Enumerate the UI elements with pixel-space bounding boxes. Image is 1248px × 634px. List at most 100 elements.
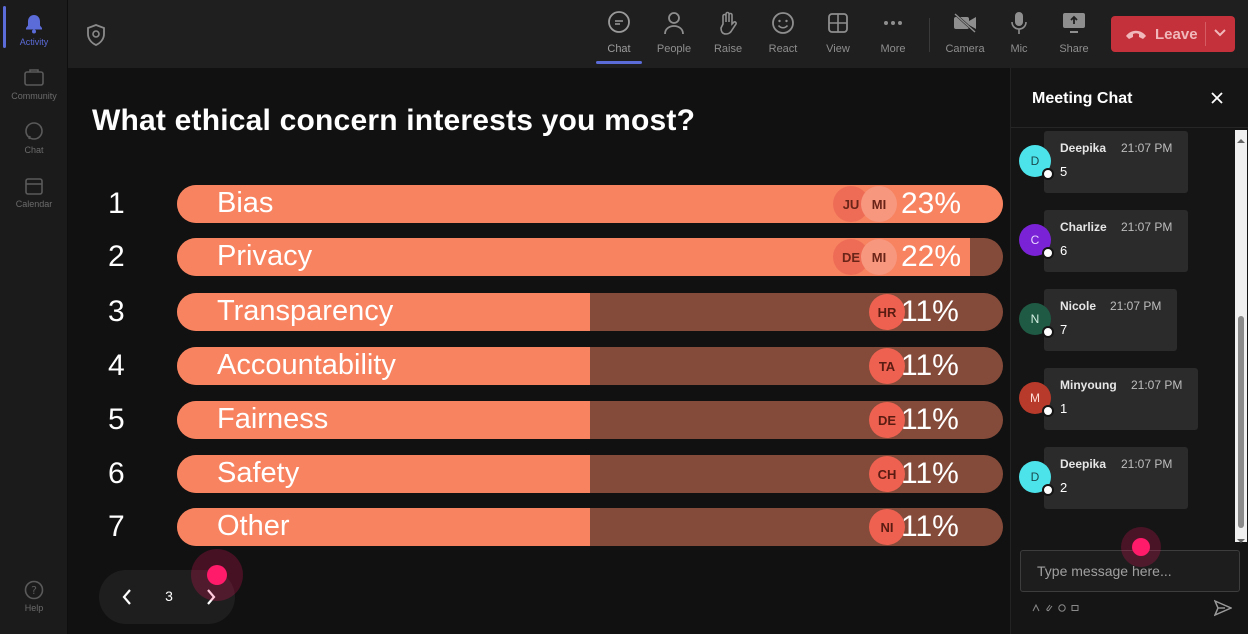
meeting-toolbar: Chat People Raise React View More	[68, 0, 1248, 68]
format-icon[interactable]	[1031, 603, 1040, 612]
toolbar-mic-button[interactable]: Mic	[994, 10, 1044, 60]
poll-option-percent: 11%	[901, 349, 959, 382]
message-author: Nicole	[1060, 299, 1097, 313]
scroll-up-arrow-icon[interactable]	[1237, 132, 1245, 143]
poll-option-bar	[177, 293, 1003, 331]
message-timestamp: 21:07 PM	[1121, 141, 1173, 155]
rail-item-community[interactable]: Community	[0, 58, 68, 110]
poll-option-bar	[177, 401, 1003, 439]
message-input[interactable]	[1021, 551, 1239, 591]
message-text: 7	[1060, 322, 1068, 337]
toolbar-react-label: React	[768, 43, 798, 55]
poll-option-label: Transparency	[217, 295, 394, 327]
poll-option-label: Privacy	[217, 240, 313, 272]
leave-button[interactable]: Leave	[1111, 16, 1235, 52]
toolbar-view-label: View	[826, 43, 850, 55]
toolbar-chat-label: Chat	[607, 43, 631, 55]
poll-option-row: 4 Accountability TA 11%	[68, 347, 1010, 385]
message-bubble: Charlize 21:07 PM 6	[1044, 210, 1188, 272]
toolbar-chat-button[interactable]: Chat	[594, 10, 644, 60]
chat-bubble-icon	[606, 10, 632, 36]
send-icon[interactable]	[1213, 599, 1233, 617]
toolbar-view-button[interactable]: View	[813, 10, 863, 60]
rail-label-calendar: Calendar	[15, 199, 53, 209]
svg-text:?: ?	[31, 584, 37, 597]
rail-label-chat: Chat	[24, 145, 44, 155]
bell-icon	[23, 13, 45, 35]
rail-label-community: Community	[11, 91, 57, 101]
message-bubble: Deepika 21:07 PM 2	[1044, 447, 1188, 509]
poll-option-row: 3 Transparency HR 11%	[68, 293, 1010, 331]
toolbar-share-button[interactable]: Share	[1049, 10, 1099, 60]
message-composer[interactable]	[1020, 550, 1240, 592]
calendar-icon	[23, 175, 45, 197]
meeting-chat-panel: Meeting Chat Deepika 21:07 PM 5 D Charlize 21…	[1010, 68, 1248, 634]
poll-option-label: Accountability	[217, 349, 396, 381]
attach-icon[interactable]	[1044, 603, 1053, 612]
help-icon: ?	[23, 579, 45, 601]
poll-option-fill	[177, 401, 590, 439]
message-author: Charlize	[1060, 220, 1107, 234]
chat-header: Meeting Chat	[1011, 68, 1248, 128]
chevron-down-icon[interactable]	[1213, 26, 1227, 40]
rail-item-calendar[interactable]: Calendar	[0, 166, 68, 218]
rail-item-activity[interactable]: Activity	[0, 4, 68, 56]
composer-toolbar	[1031, 603, 1079, 613]
message-bubble: Deepika 21:07 PM 5	[1044, 131, 1188, 193]
poll-option-number: 6	[108, 457, 125, 490]
avatar[interactable]: M	[1019, 382, 1051, 414]
message-text: 2	[1060, 480, 1068, 495]
poll-option-number: 2	[108, 240, 125, 273]
rail-item-help[interactable]: ? Help	[0, 570, 68, 622]
message-author: Minyoung	[1060, 378, 1117, 392]
avatar[interactable]: D	[1019, 145, 1051, 177]
poll-option-label: Safety	[217, 457, 300, 489]
emoji-icon[interactable]	[1057, 603, 1066, 612]
toolbar-raise-button[interactable]: Raise	[703, 10, 753, 60]
share-screen-icon	[1061, 10, 1087, 36]
gif-icon[interactable]	[1070, 603, 1079, 612]
message-author: Deepika	[1060, 457, 1107, 471]
leave-label: Leave	[1155, 25, 1198, 43]
message-timestamp: 21:07 PM	[1110, 299, 1162, 313]
voter-avatar: HR	[869, 294, 905, 330]
toolbar-react-button[interactable]: React	[758, 10, 808, 60]
voter-avatar: DE	[869, 402, 905, 438]
toolbar-more-button[interactable]: More	[868, 10, 918, 60]
poll-option-row: 5 Fairness DE 11%	[68, 401, 1010, 439]
message-bubble: Minyoung 21:07 PM 1	[1044, 368, 1198, 430]
poll-option-fill	[177, 293, 590, 331]
hang-up-icon	[1125, 27, 1147, 41]
scroll-thumb[interactable]	[1238, 316, 1244, 528]
message-timestamp: 21:07 PM	[1121, 220, 1173, 234]
toolbar-camera-label: Camera	[945, 43, 985, 55]
toolbar-camera-button[interactable]: Camera	[940, 10, 990, 60]
scroll-down-arrow-icon[interactable]	[1237, 532, 1245, 543]
toolbar-people-label: People	[656, 43, 692, 55]
poll-option-number: 4	[108, 349, 125, 382]
message-timestamp: 21:07 PM	[1121, 457, 1173, 471]
chat-message-list: Deepika 21:07 PM 5 D Charlize 21:07 PM 6 C Nicol…	[1011, 128, 1235, 544]
message-timestamp: 21:07 PM	[1131, 378, 1183, 392]
poll-option-label: Bias	[217, 187, 274, 219]
rail-item-chat[interactable]: Chat	[0, 112, 68, 164]
leave-divider	[1205, 22, 1206, 46]
toolbar-people-button[interactable]: People	[649, 10, 699, 60]
chat-scrollbar[interactable]	[1235, 130, 1247, 543]
shield-icon[interactable]	[86, 24, 106, 46]
smiley-icon	[770, 10, 796, 36]
close-icon[interactable]	[1209, 90, 1225, 106]
mic-icon	[1006, 10, 1032, 36]
poll-option-bar	[177, 455, 1003, 493]
chat-message: Deepika 21:07 PM 2 D	[1019, 447, 1219, 511]
voter-avatar: MI	[861, 186, 897, 222]
poll-option-percent: 11%	[901, 403, 959, 436]
poll-option-fill	[177, 347, 590, 385]
presence-indicator	[1042, 247, 1054, 259]
app-rail: Activity Community Chat Calendar ? Help	[0, 0, 68, 634]
poll-option-fill	[177, 508, 590, 546]
click-indicator	[191, 549, 243, 601]
rail-label-activity: Activity	[19, 37, 49, 47]
chevron-right-icon[interactable]	[201, 587, 221, 607]
chevron-left-icon[interactable]	[117, 587, 137, 607]
